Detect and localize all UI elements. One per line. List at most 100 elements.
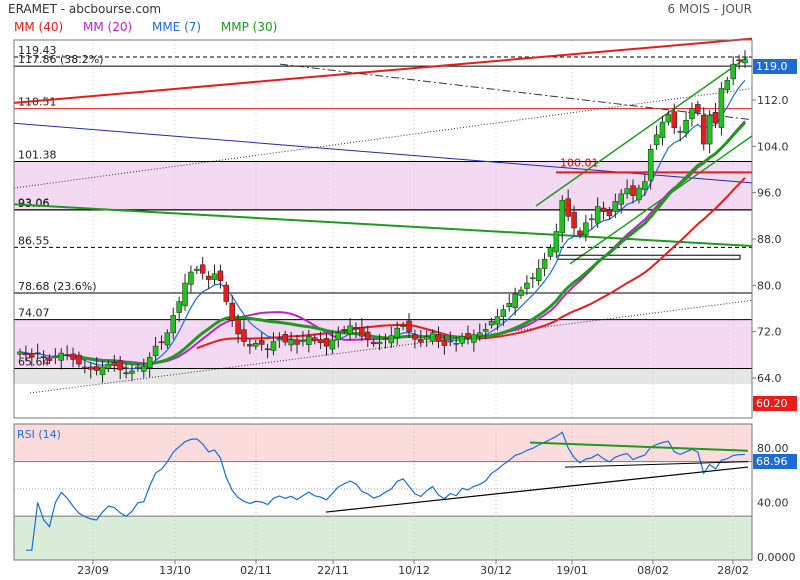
candle-body (418, 338, 424, 343)
candle-body (199, 264, 206, 274)
channel-upper (535, 55, 749, 207)
level-label: 78.68 (23.6%) (18, 280, 97, 293)
candle-body (683, 120, 689, 134)
candle-body (253, 343, 259, 347)
candle-body (565, 198, 571, 217)
candle-body (311, 337, 318, 342)
candle-body (583, 222, 589, 236)
candle-body (671, 111, 678, 129)
candle-body (600, 207, 607, 213)
candle-body (229, 302, 235, 321)
candle-body (382, 338, 389, 340)
legend-mmp30: MMP (30) (220, 20, 278, 34)
candle-body (400, 325, 406, 327)
rsi-divergence-line (529, 441, 749, 452)
level-label: 86.55 (18, 234, 50, 247)
candle-body (506, 303, 512, 308)
candle-body (553, 231, 560, 253)
candle-body (135, 366, 141, 369)
candle-body (588, 218, 595, 221)
candle-body (264, 348, 271, 351)
candle-body (111, 362, 118, 366)
candle-body (270, 341, 277, 351)
candle-body (359, 327, 365, 337)
candle-body (87, 366, 94, 370)
candle-body (329, 339, 336, 350)
rsi-support-line (325, 466, 749, 513)
legend-mme7: MME (7) (151, 20, 202, 34)
last-price-tag: 119.0 (753, 59, 797, 74)
x-tick-label: 10/12 (398, 564, 430, 577)
candle-body (618, 193, 624, 205)
candle-body (712, 111, 719, 124)
candle-body (317, 339, 324, 343)
candle-body (642, 181, 648, 190)
candle-body (742, 59, 748, 64)
candle-body (70, 353, 76, 360)
candle-body (29, 353, 35, 358)
candle-body (306, 336, 312, 345)
level-band (14, 368, 752, 384)
candle-body (494, 316, 501, 325)
mmp30-line (78, 121, 747, 366)
candle-body (706, 114, 713, 145)
rsi-y-tick-label: 80.00 (757, 442, 789, 455)
candle-body (465, 333, 471, 339)
candle-body (541, 259, 548, 269)
rsi-support-line-2 (564, 461, 749, 468)
candle-body (117, 360, 123, 371)
candle-body (441, 339, 448, 346)
candle-body (636, 187, 642, 201)
candle-body (429, 332, 436, 342)
candle-body (40, 356, 47, 358)
level-label: 101.38 (18, 149, 57, 162)
candle-body (353, 327, 359, 330)
candle-body (152, 345, 159, 356)
candle-body (571, 211, 577, 229)
candle-body (247, 344, 253, 347)
candle-body (164, 332, 171, 346)
candle-body (647, 149, 654, 181)
candle-body (453, 343, 459, 345)
candle-body (606, 210, 613, 217)
rsi-y-tick-label: 40.00 (757, 497, 789, 510)
candle-body (52, 355, 59, 358)
candle-body (394, 327, 400, 338)
x-tick-label: 30/12 (480, 564, 512, 577)
chart-period: 6 MOIS - JOUR (667, 2, 752, 16)
candle-body (282, 334, 288, 343)
candle-body (530, 277, 536, 280)
candle-body (323, 338, 330, 347)
candle-body (689, 108, 695, 120)
candle-body (141, 366, 147, 372)
x-tick-label: 28/02 (717, 564, 749, 577)
candle-body (129, 370, 135, 374)
chart-title: ERAMET - abcbourse.com (8, 2, 162, 16)
candle-body (64, 354, 70, 356)
candle-body (370, 341, 377, 345)
candle-body (659, 121, 666, 138)
candle-body (182, 282, 188, 307)
candle-body (17, 351, 23, 355)
candle-body (477, 332, 483, 337)
candle-body (577, 230, 583, 236)
candle-body (376, 341, 383, 345)
level-label: 74.07 (18, 307, 50, 320)
level-label: 117.86 (38.2%) (18, 53, 104, 66)
candle-body (500, 309, 507, 317)
candle-body (412, 334, 418, 340)
y-tick-label: 72.0 (757, 326, 782, 339)
candle-body (518, 289, 524, 296)
candle-body (724, 80, 731, 91)
candle-body (288, 339, 294, 346)
rsi-title: RSI (14) (17, 428, 61, 441)
candle-body (241, 329, 247, 342)
candle-body (512, 293, 518, 308)
legend: MM (40) MM (20) MME (7) MMP (30) (14, 20, 293, 34)
candle-body (99, 366, 106, 376)
legend-mm20: MM (20) (82, 20, 133, 34)
candle-body (423, 336, 430, 340)
annotation-label: 100.01 (560, 157, 599, 170)
candle-body (341, 329, 347, 331)
